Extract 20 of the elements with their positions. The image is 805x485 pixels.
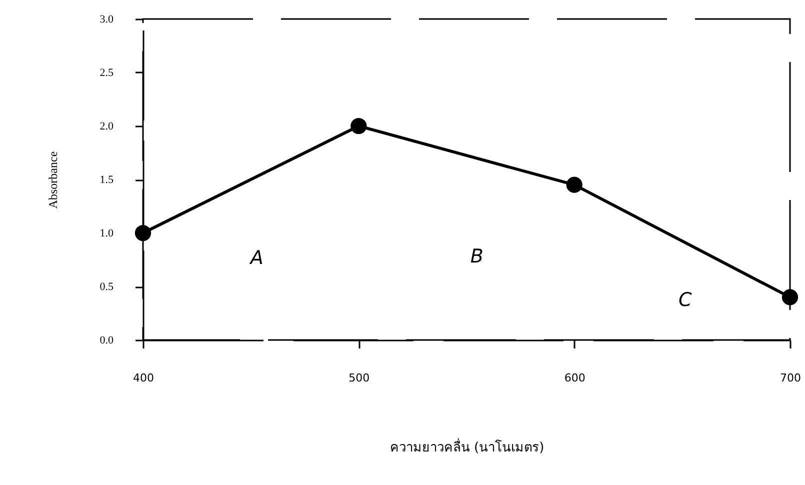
point xyxy=(782,289,798,306)
annotation: A xyxy=(248,247,264,270)
point xyxy=(350,118,367,134)
x-axis-title: ความยาวคลื่น (นาโนเมตร) xyxy=(390,438,544,456)
point xyxy=(134,224,152,242)
x-tick-label: 400 xyxy=(133,372,154,384)
point xyxy=(566,176,582,193)
x-tick-label: 600 xyxy=(564,372,586,384)
y-tick-label: 1.0 xyxy=(100,228,114,240)
y-tick-label: 0.0 xyxy=(100,334,114,346)
y-tick-label: 1.5 xyxy=(100,174,114,186)
y-tick-label: 3.0 xyxy=(100,14,114,26)
y-tick-label: 2.0 xyxy=(100,120,114,132)
y-tick-label: 2.5 xyxy=(100,67,114,79)
y-tick-label: 0.5 xyxy=(100,281,114,293)
x-tick-label: 700 xyxy=(780,372,801,384)
annotation: B xyxy=(470,246,484,268)
annotation: C xyxy=(678,288,693,311)
x-tick-label: 500 xyxy=(348,372,370,384)
y-axis-title: Absorbance xyxy=(46,151,60,209)
